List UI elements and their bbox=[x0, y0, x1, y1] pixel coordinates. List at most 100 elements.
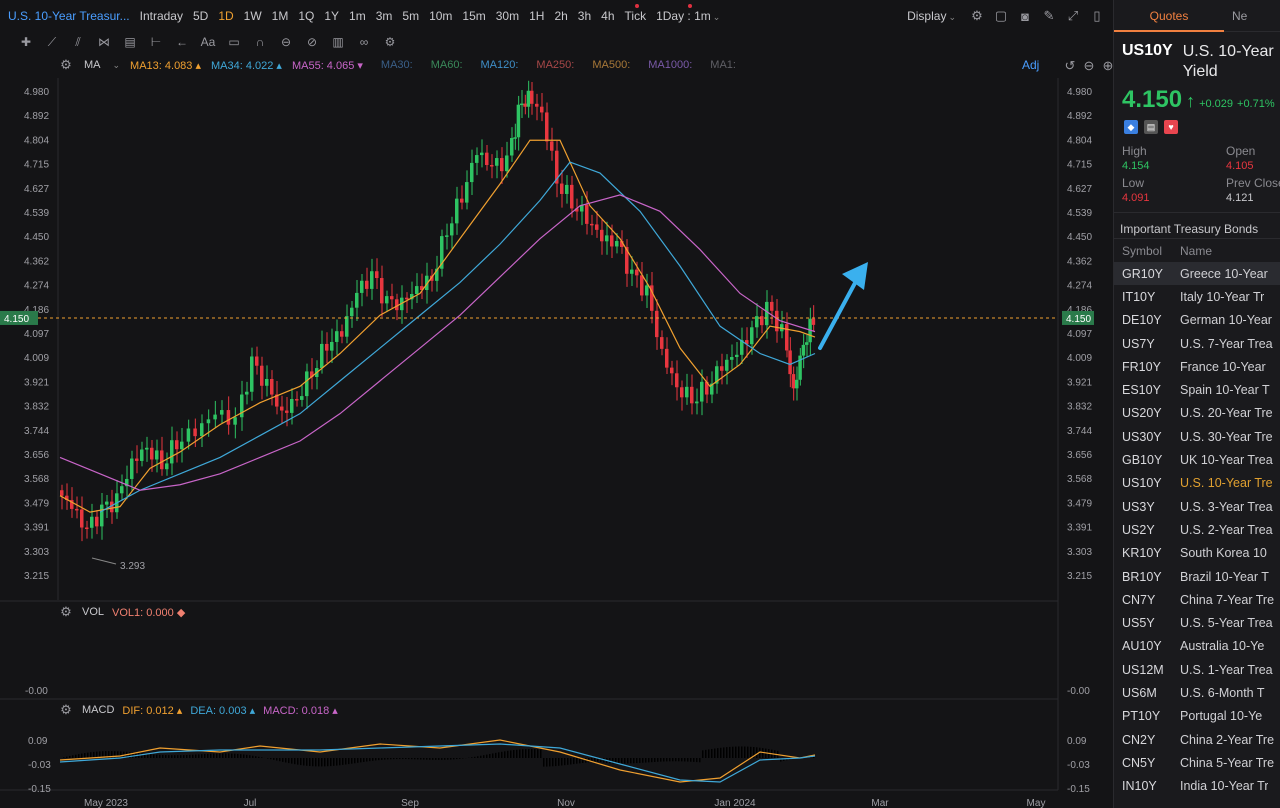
macd-bar bbox=[363, 758, 365, 762]
period-1d[interactable]: 1D bbox=[218, 9, 234, 23]
link-icon[interactable]: ∞ bbox=[359, 35, 369, 49]
bond-row[interactable]: GR10Y Greece 10-Year bbox=[1114, 262, 1280, 286]
tag-icon[interactable]: ◆ bbox=[1124, 120, 1138, 134]
interval-select[interactable]: 1Day : 1m ⌄ bbox=[651, 4, 725, 23]
text-tool-icon[interactable]: Aa bbox=[200, 35, 216, 49]
zoom-in-icon[interactable]: ⊕ bbox=[1102, 58, 1114, 73]
period-tick[interactable]: Tick bbox=[620, 4, 652, 23]
macd-label[interactable]: MACD bbox=[82, 704, 115, 716]
bond-row[interactable]: US10Y U.S. 10-Year Tre bbox=[1114, 472, 1280, 495]
display-button[interactable]: Display ⌄ bbox=[907, 9, 956, 23]
bond-row[interactable]: CN2Y China 2-Year Tre bbox=[1114, 728, 1280, 751]
candle-body bbox=[255, 356, 259, 366]
bond-row[interactable]: ES10Y Spain 10-Year T bbox=[1114, 378, 1280, 401]
bond-row[interactable]: KR10Y South Korea 10 bbox=[1114, 542, 1280, 565]
doc-icon[interactable]: ▤ bbox=[1144, 120, 1158, 134]
period-1w[interactable]: 1W bbox=[243, 9, 262, 23]
gear-icon[interactable]: ⚙ bbox=[60, 604, 72, 619]
bond-row[interactable]: US12M U.S. 1-Year Trea bbox=[1114, 658, 1280, 681]
bond-row[interactable]: US5Y U.S. 5-Year Trea bbox=[1114, 611, 1280, 634]
gear-icon[interactable]: ⚙ bbox=[60, 702, 72, 717]
macd-bar bbox=[666, 758, 668, 762]
arrow-tool-icon[interactable]: ← bbox=[176, 35, 188, 49]
period-10m[interactable]: 10m bbox=[429, 9, 453, 23]
pencil-icon[interactable]: ✎ bbox=[1043, 8, 1055, 23]
period-1m[interactable]: 1m bbox=[349, 9, 366, 23]
period-15m[interactable]: 15m bbox=[462, 9, 486, 23]
bond-row[interactable]: US3Y U.S. 3-Year Trea bbox=[1114, 495, 1280, 518]
fullscreen-icon[interactable]: ⤢ bbox=[1067, 8, 1079, 23]
measure-icon[interactable]: ⊢ bbox=[150, 35, 162, 49]
magnet-icon[interactable]: ∩ bbox=[255, 35, 265, 49]
channel-icon[interactable]: ⫽ bbox=[75, 34, 81, 49]
period-30m[interactable]: 30m bbox=[495, 9, 520, 23]
y-tick-label: 4.009 bbox=[24, 353, 49, 364]
note-icon[interactable]: ▭ bbox=[228, 35, 240, 49]
period-1y[interactable]: 1Y bbox=[324, 9, 340, 23]
hide-icon[interactable]: ⊘ bbox=[306, 35, 318, 49]
period-intraday[interactable]: Intraday bbox=[139, 9, 183, 23]
bond-name: Brazil 10-Year T bbox=[1180, 569, 1269, 584]
crosshair-icon[interactable]: ✚ bbox=[20, 35, 32, 49]
period-5d[interactable]: 5D bbox=[192, 9, 209, 23]
trash-icon[interactable]: ▥ bbox=[332, 35, 344, 49]
zoom-out-icon[interactable]: ⊖ bbox=[1083, 58, 1095, 73]
period-3m[interactable]: 3m bbox=[375, 9, 393, 23]
y-tick-label: 3.303 bbox=[24, 547, 49, 558]
period-5m[interactable]: 5m bbox=[402, 9, 420, 23]
bond-row[interactable]: US20Y U.S. 20-Year Tre bbox=[1114, 402, 1280, 425]
vol-label[interactable]: VOL bbox=[82, 606, 105, 618]
ma-label[interactable]: MA bbox=[84, 59, 101, 71]
lock-icon[interactable]: ⊖ bbox=[280, 35, 292, 49]
period-4h[interactable]: 4h bbox=[601, 9, 615, 23]
bond-row[interactable]: US6M U.S. 6-Month T bbox=[1114, 681, 1280, 704]
bond-row[interactable]: PT10Y Portugal 10-Ye bbox=[1114, 705, 1280, 728]
bond-row[interactable]: US7Y U.S. 7-Year Trea bbox=[1114, 332, 1280, 355]
macd-bar bbox=[723, 747, 725, 758]
col-name[interactable]: Name bbox=[1180, 243, 1213, 258]
gear-icon[interactable]: ⚙ bbox=[60, 57, 72, 72]
bond-row[interactable]: IN10Y India 10-Year Tr bbox=[1114, 775, 1280, 798]
macd-bar bbox=[648, 758, 650, 763]
macd-bar bbox=[555, 758, 557, 767]
reset-icon[interactable]: ↺ bbox=[1064, 58, 1076, 73]
tab-quotes[interactable]: Quotes bbox=[1114, 0, 1224, 32]
bond-row[interactable]: US30Y U.S. 30-Year Tre bbox=[1114, 425, 1280, 448]
period-1h[interactable]: 1H bbox=[529, 9, 545, 23]
bond-row[interactable]: CN5Y China 5-Year Tre bbox=[1114, 751, 1280, 774]
macd-bar bbox=[333, 758, 335, 766]
price-chart[interactable]: 4.980 4.980 4.892 4.892 4.804 4.804 4.715 4.715… bbox=[0, 0, 1113, 808]
bond-row[interactable]: BR10Y Brazil 10-Year T bbox=[1114, 565, 1280, 588]
bond-row[interactable]: FR10Y France 10-Year bbox=[1114, 355, 1280, 378]
gear-icon[interactable]: ⚙ bbox=[971, 8, 983, 23]
bond-row[interactable]: CN7Y China 7-Year Tre bbox=[1114, 588, 1280, 611]
candle-body bbox=[325, 343, 329, 351]
bond-row[interactable]: US2Y U.S. 2-Year Trea bbox=[1114, 518, 1280, 541]
bond-row[interactable]: DE10Y German 10-Year bbox=[1114, 309, 1280, 332]
heart-icon[interactable]: ♥ bbox=[1164, 120, 1178, 134]
instrument-title[interactable]: U.S. 10-Year Treasur... bbox=[8, 9, 130, 23]
period-2h[interactable]: 2h bbox=[554, 9, 568, 23]
macd-bar bbox=[108, 751, 110, 758]
fib-icon[interactable]: ▤ bbox=[124, 35, 136, 49]
col-symbol[interactable]: Symbol bbox=[1122, 243, 1163, 258]
panel-toggle-icon[interactable]: ▯ bbox=[1093, 8, 1101, 23]
bond-row[interactable]: GB10Y UK 10-Year Trea bbox=[1114, 448, 1280, 471]
camera-icon[interactable]: ◙ bbox=[1021, 8, 1029, 24]
settings-icon[interactable]: ⚙ bbox=[384, 35, 396, 49]
adj-button[interactable]: Adj bbox=[1022, 58, 1040, 72]
trendline-icon[interactable]: ⟋ bbox=[47, 34, 57, 49]
bond-row[interactable]: AU10Y Australia 10-Ye bbox=[1114, 635, 1280, 658]
period-1m[interactable]: 1M bbox=[271, 9, 289, 23]
period-3h[interactable]: 3h bbox=[577, 9, 592, 23]
bond-row[interactable]: IT10Y Italy 10-Year Tr bbox=[1114, 285, 1280, 308]
period-1q[interactable]: 1Q bbox=[298, 9, 315, 23]
macd-bar bbox=[306, 758, 308, 766]
pattern-icon[interactable]: ⋈ bbox=[98, 35, 110, 49]
candle-body bbox=[435, 268, 439, 281]
macd-bar bbox=[255, 756, 257, 758]
candle-body bbox=[575, 208, 579, 212]
tab-news[interactable]: Ne bbox=[1232, 8, 1248, 23]
y-tick-label: 4.715 bbox=[1067, 160, 1092, 171]
layout-icon[interactable]: ▢ bbox=[994, 8, 1008, 23]
